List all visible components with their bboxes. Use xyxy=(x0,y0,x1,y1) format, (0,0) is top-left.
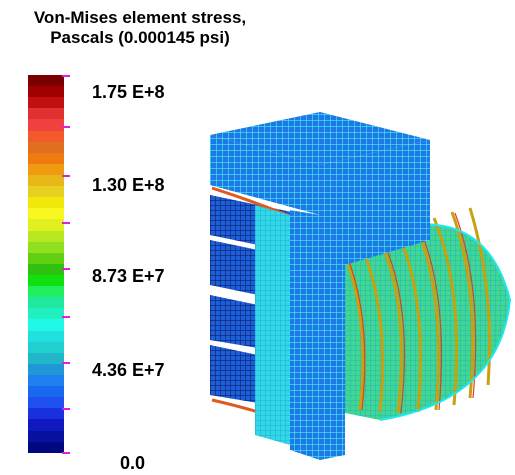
scale-label-2: 1.30 E+8 xyxy=(92,175,165,195)
scale-tick xyxy=(62,362,70,364)
color-scale-band xyxy=(28,341,64,353)
color-scale-band xyxy=(28,241,64,253)
scale-tick xyxy=(62,452,70,454)
color-scale-band xyxy=(28,286,64,298)
scale-tick xyxy=(62,268,70,270)
color-scale-band xyxy=(28,419,64,431)
drum-shell xyxy=(329,207,512,421)
color-scale-band xyxy=(28,308,64,320)
color-scale-band xyxy=(28,152,64,164)
color-scale-band xyxy=(28,274,64,287)
color-scale-band xyxy=(28,252,64,264)
scale-tick xyxy=(62,408,70,410)
side-web xyxy=(255,205,290,445)
scale-label-4: 4.36 E+7 xyxy=(92,360,165,380)
color-scale-band xyxy=(28,230,64,242)
box-structure xyxy=(210,112,430,460)
color-scale-band xyxy=(28,441,64,453)
color-scale-band xyxy=(28,108,64,120)
color-scale-band xyxy=(28,130,64,142)
color-scale-band xyxy=(28,97,64,109)
color-scale-band xyxy=(28,386,64,398)
color-scale-band xyxy=(28,374,64,387)
scale-tick xyxy=(62,222,70,224)
color-scale-band xyxy=(28,363,64,375)
color-scale-band xyxy=(28,186,64,198)
color-scale-band xyxy=(28,208,64,220)
chart-title: Von-Mises element stress, Pascals (0.000… xyxy=(0,8,280,48)
color-scale-band xyxy=(28,330,64,342)
color-scale-band xyxy=(28,86,64,98)
color-scale-band xyxy=(28,319,64,331)
title-line-2: Pascals (0.000145 psi) xyxy=(50,28,230,47)
color-scale-band xyxy=(28,197,64,209)
color-scale-band xyxy=(28,219,64,231)
color-scale-bar xyxy=(28,75,64,453)
scale-tick xyxy=(62,126,70,128)
scale-label-3: 8.73 E+7 xyxy=(92,266,165,286)
color-scale-band xyxy=(28,430,64,442)
color-scale-band xyxy=(28,408,64,420)
color-scale-band xyxy=(28,119,64,131)
color-scale-band xyxy=(28,174,64,187)
scale-label-max: 1.75 E+8 xyxy=(92,82,165,102)
scale-tick xyxy=(62,175,70,177)
color-scale-band xyxy=(28,141,64,153)
scale-label-min: 0.0 xyxy=(120,453,146,473)
color-scale-band xyxy=(28,263,64,275)
color-scale-band xyxy=(28,163,64,175)
color-scale-band xyxy=(28,75,64,87)
scale-tick xyxy=(62,75,70,77)
title-line-1: Von-Mises element stress, xyxy=(33,8,247,27)
scale-tick xyxy=(62,316,70,318)
color-scale-band xyxy=(28,297,64,309)
color-scale-band xyxy=(28,397,64,409)
color-scale-band xyxy=(28,352,64,364)
